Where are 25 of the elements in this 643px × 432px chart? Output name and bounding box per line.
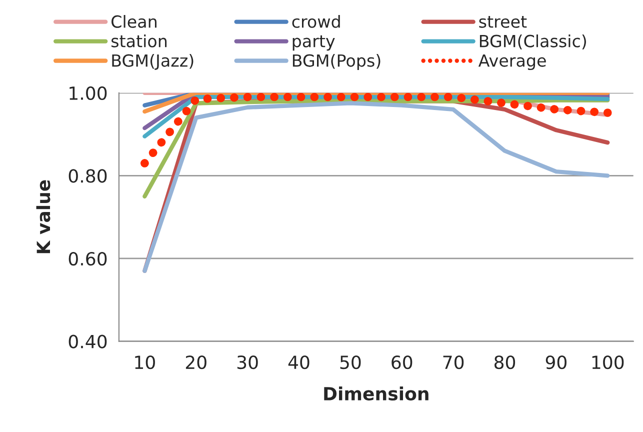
y-tick-label: 1.00 bbox=[70, 86, 107, 100]
x-tick-label: 60 bbox=[392, 355, 412, 370]
x-tick-label: 80 bbox=[494, 355, 516, 370]
legend-label: crowd bbox=[292, 15, 340, 28]
x-tick-label: 50 bbox=[340, 355, 361, 370]
legend-label: street bbox=[479, 16, 527, 28]
x-tick-label: 30 bbox=[237, 355, 258, 370]
y-tick-label: 0.40 bbox=[68, 334, 107, 348]
y-tick-label: 0.60 bbox=[68, 252, 107, 266]
y-axis-title: K value bbox=[36, 180, 50, 254]
legend-label: Clean bbox=[112, 15, 156, 28]
x-tick-label: 70 bbox=[443, 355, 464, 370]
x-axis-title: Dimension bbox=[324, 386, 428, 401]
legend-label: station bbox=[111, 34, 167, 48]
legend-label: BGM(Classic) bbox=[480, 34, 586, 50]
x-tick-label: 90 bbox=[546, 355, 566, 370]
y-tick-label: 0.80 bbox=[68, 169, 107, 183]
legend-label: BGM(Pops) bbox=[292, 54, 380, 70]
x-tick-label: 40 bbox=[288, 355, 310, 370]
x-tick-label: 20 bbox=[186, 355, 206, 370]
legend-label: BGM(Jazz) bbox=[112, 54, 194, 70]
x-tick-label: 100 bbox=[592, 355, 624, 370]
legend-label: Average bbox=[478, 54, 546, 70]
x-tick-label: 10 bbox=[135, 355, 155, 370]
legend-label: party bbox=[292, 35, 335, 51]
